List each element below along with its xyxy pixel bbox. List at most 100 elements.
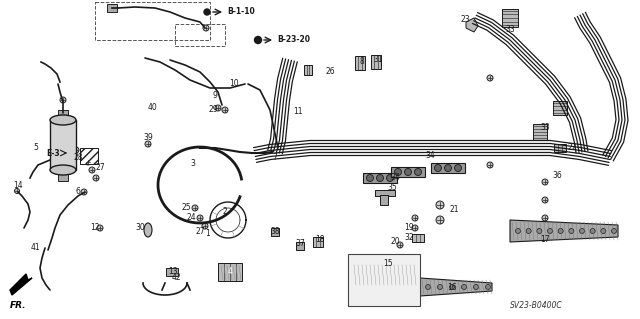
Text: 35: 35 <box>387 183 397 192</box>
Circle shape <box>445 165 451 172</box>
Text: 30: 30 <box>135 224 145 233</box>
Circle shape <box>542 197 548 203</box>
Bar <box>554 144 566 152</box>
Text: 18: 18 <box>316 235 324 244</box>
Text: B-23-20: B-23-20 <box>277 35 310 44</box>
Circle shape <box>579 228 584 234</box>
Text: 7: 7 <box>273 153 277 162</box>
Polygon shape <box>420 278 492 296</box>
Text: 23: 23 <box>460 16 470 25</box>
Bar <box>363 173 397 183</box>
Circle shape <box>537 228 542 234</box>
Text: 36: 36 <box>552 170 562 180</box>
Bar <box>50 120 76 170</box>
Bar <box>58 109 68 116</box>
Text: 4: 4 <box>228 268 232 277</box>
Bar <box>369 263 399 281</box>
Polygon shape <box>510 220 618 242</box>
Circle shape <box>436 201 444 209</box>
Circle shape <box>404 168 412 175</box>
Circle shape <box>526 228 531 234</box>
Circle shape <box>438 285 442 290</box>
Text: 9: 9 <box>212 91 218 100</box>
Circle shape <box>215 105 221 111</box>
Bar <box>533 124 547 140</box>
Text: 19: 19 <box>404 224 414 233</box>
Text: 8: 8 <box>360 57 364 66</box>
Circle shape <box>60 97 66 103</box>
Text: 1: 1 <box>205 229 211 239</box>
Ellipse shape <box>50 165 76 175</box>
Text: 39: 39 <box>143 133 153 142</box>
Circle shape <box>436 216 444 224</box>
Bar <box>304 65 312 75</box>
Circle shape <box>454 165 461 172</box>
Text: 32: 32 <box>404 234 414 242</box>
Circle shape <box>15 189 19 194</box>
Text: 41: 41 <box>30 243 40 253</box>
Text: 21: 21 <box>450 205 460 214</box>
Text: 14: 14 <box>13 181 22 189</box>
Bar <box>313 237 323 247</box>
Circle shape <box>85 159 91 165</box>
Circle shape <box>515 228 520 234</box>
Circle shape <box>449 285 454 290</box>
Circle shape <box>542 179 548 185</box>
Text: 20: 20 <box>390 238 400 247</box>
Bar <box>380 195 388 205</box>
Bar <box>391 167 425 177</box>
Bar <box>95 2 210 40</box>
Circle shape <box>81 189 87 195</box>
Text: 26: 26 <box>325 68 335 77</box>
Bar <box>218 263 242 281</box>
Circle shape <box>367 174 374 182</box>
Polygon shape <box>80 148 98 164</box>
Text: 13: 13 <box>168 268 178 277</box>
Text: 38: 38 <box>270 227 280 236</box>
Circle shape <box>197 215 203 221</box>
Circle shape <box>435 165 442 172</box>
Circle shape <box>97 225 103 231</box>
Text: 33: 33 <box>505 26 515 34</box>
Bar <box>107 4 117 12</box>
Text: 11: 11 <box>293 108 303 116</box>
Bar <box>375 190 395 196</box>
Circle shape <box>547 228 552 234</box>
Circle shape <box>394 168 401 175</box>
Text: 28: 28 <box>73 153 83 162</box>
Bar <box>296 242 304 250</box>
Bar <box>166 268 178 276</box>
Circle shape <box>487 75 493 81</box>
Bar <box>271 228 279 236</box>
Text: 40: 40 <box>147 103 157 113</box>
Bar <box>431 163 465 173</box>
Text: 25: 25 <box>181 204 191 212</box>
Text: 31: 31 <box>373 56 383 64</box>
Circle shape <box>192 205 198 211</box>
Circle shape <box>558 228 563 234</box>
Ellipse shape <box>144 223 152 237</box>
Circle shape <box>255 36 262 43</box>
Circle shape <box>611 228 616 234</box>
Bar <box>371 55 381 69</box>
Text: 37: 37 <box>295 240 305 249</box>
Circle shape <box>376 174 383 182</box>
Circle shape <box>204 9 210 15</box>
Circle shape <box>397 242 403 248</box>
Text: 3: 3 <box>191 159 195 167</box>
Circle shape <box>542 215 548 221</box>
Text: FR.: FR. <box>10 301 26 310</box>
Circle shape <box>601 228 606 234</box>
Circle shape <box>486 285 490 290</box>
Circle shape <box>412 225 418 231</box>
Text: 2: 2 <box>223 207 227 217</box>
Text: 29: 29 <box>209 106 218 115</box>
Text: 10: 10 <box>229 78 239 87</box>
Circle shape <box>487 162 493 168</box>
Text: 17: 17 <box>540 235 550 244</box>
Bar <box>502 9 518 27</box>
Bar <box>355 56 365 70</box>
Circle shape <box>461 285 467 290</box>
Text: 27: 27 <box>95 162 105 172</box>
Text: 27: 27 <box>195 227 205 236</box>
